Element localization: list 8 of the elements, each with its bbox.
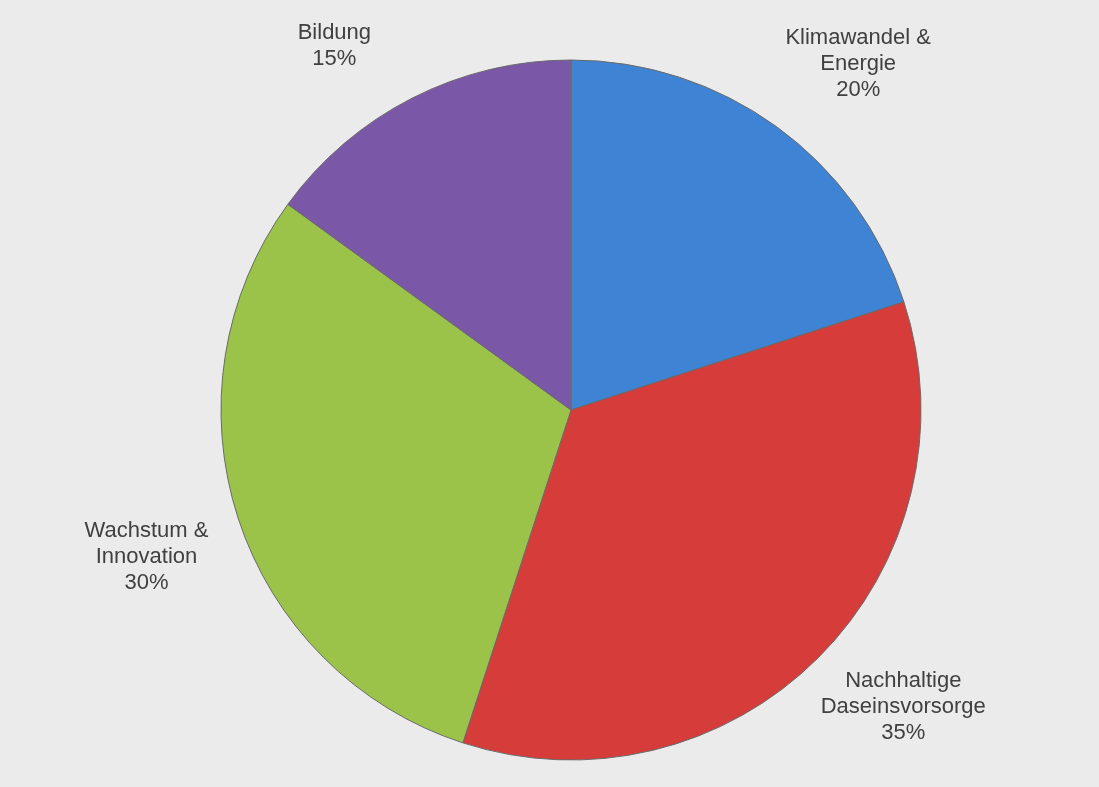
data-label: 35% xyxy=(881,719,926,745)
slice-label: Nachhaltige Daseinsvorsorge xyxy=(820,667,986,719)
data-label: 30% xyxy=(124,568,169,594)
slice-label: Bildung xyxy=(297,19,372,45)
slice-label: Klimawandel & Energie xyxy=(785,24,932,76)
data-label: 20% xyxy=(836,76,881,102)
slice-label: Wachstum & Innovation xyxy=(84,516,209,568)
data-label: 15% xyxy=(312,45,357,71)
